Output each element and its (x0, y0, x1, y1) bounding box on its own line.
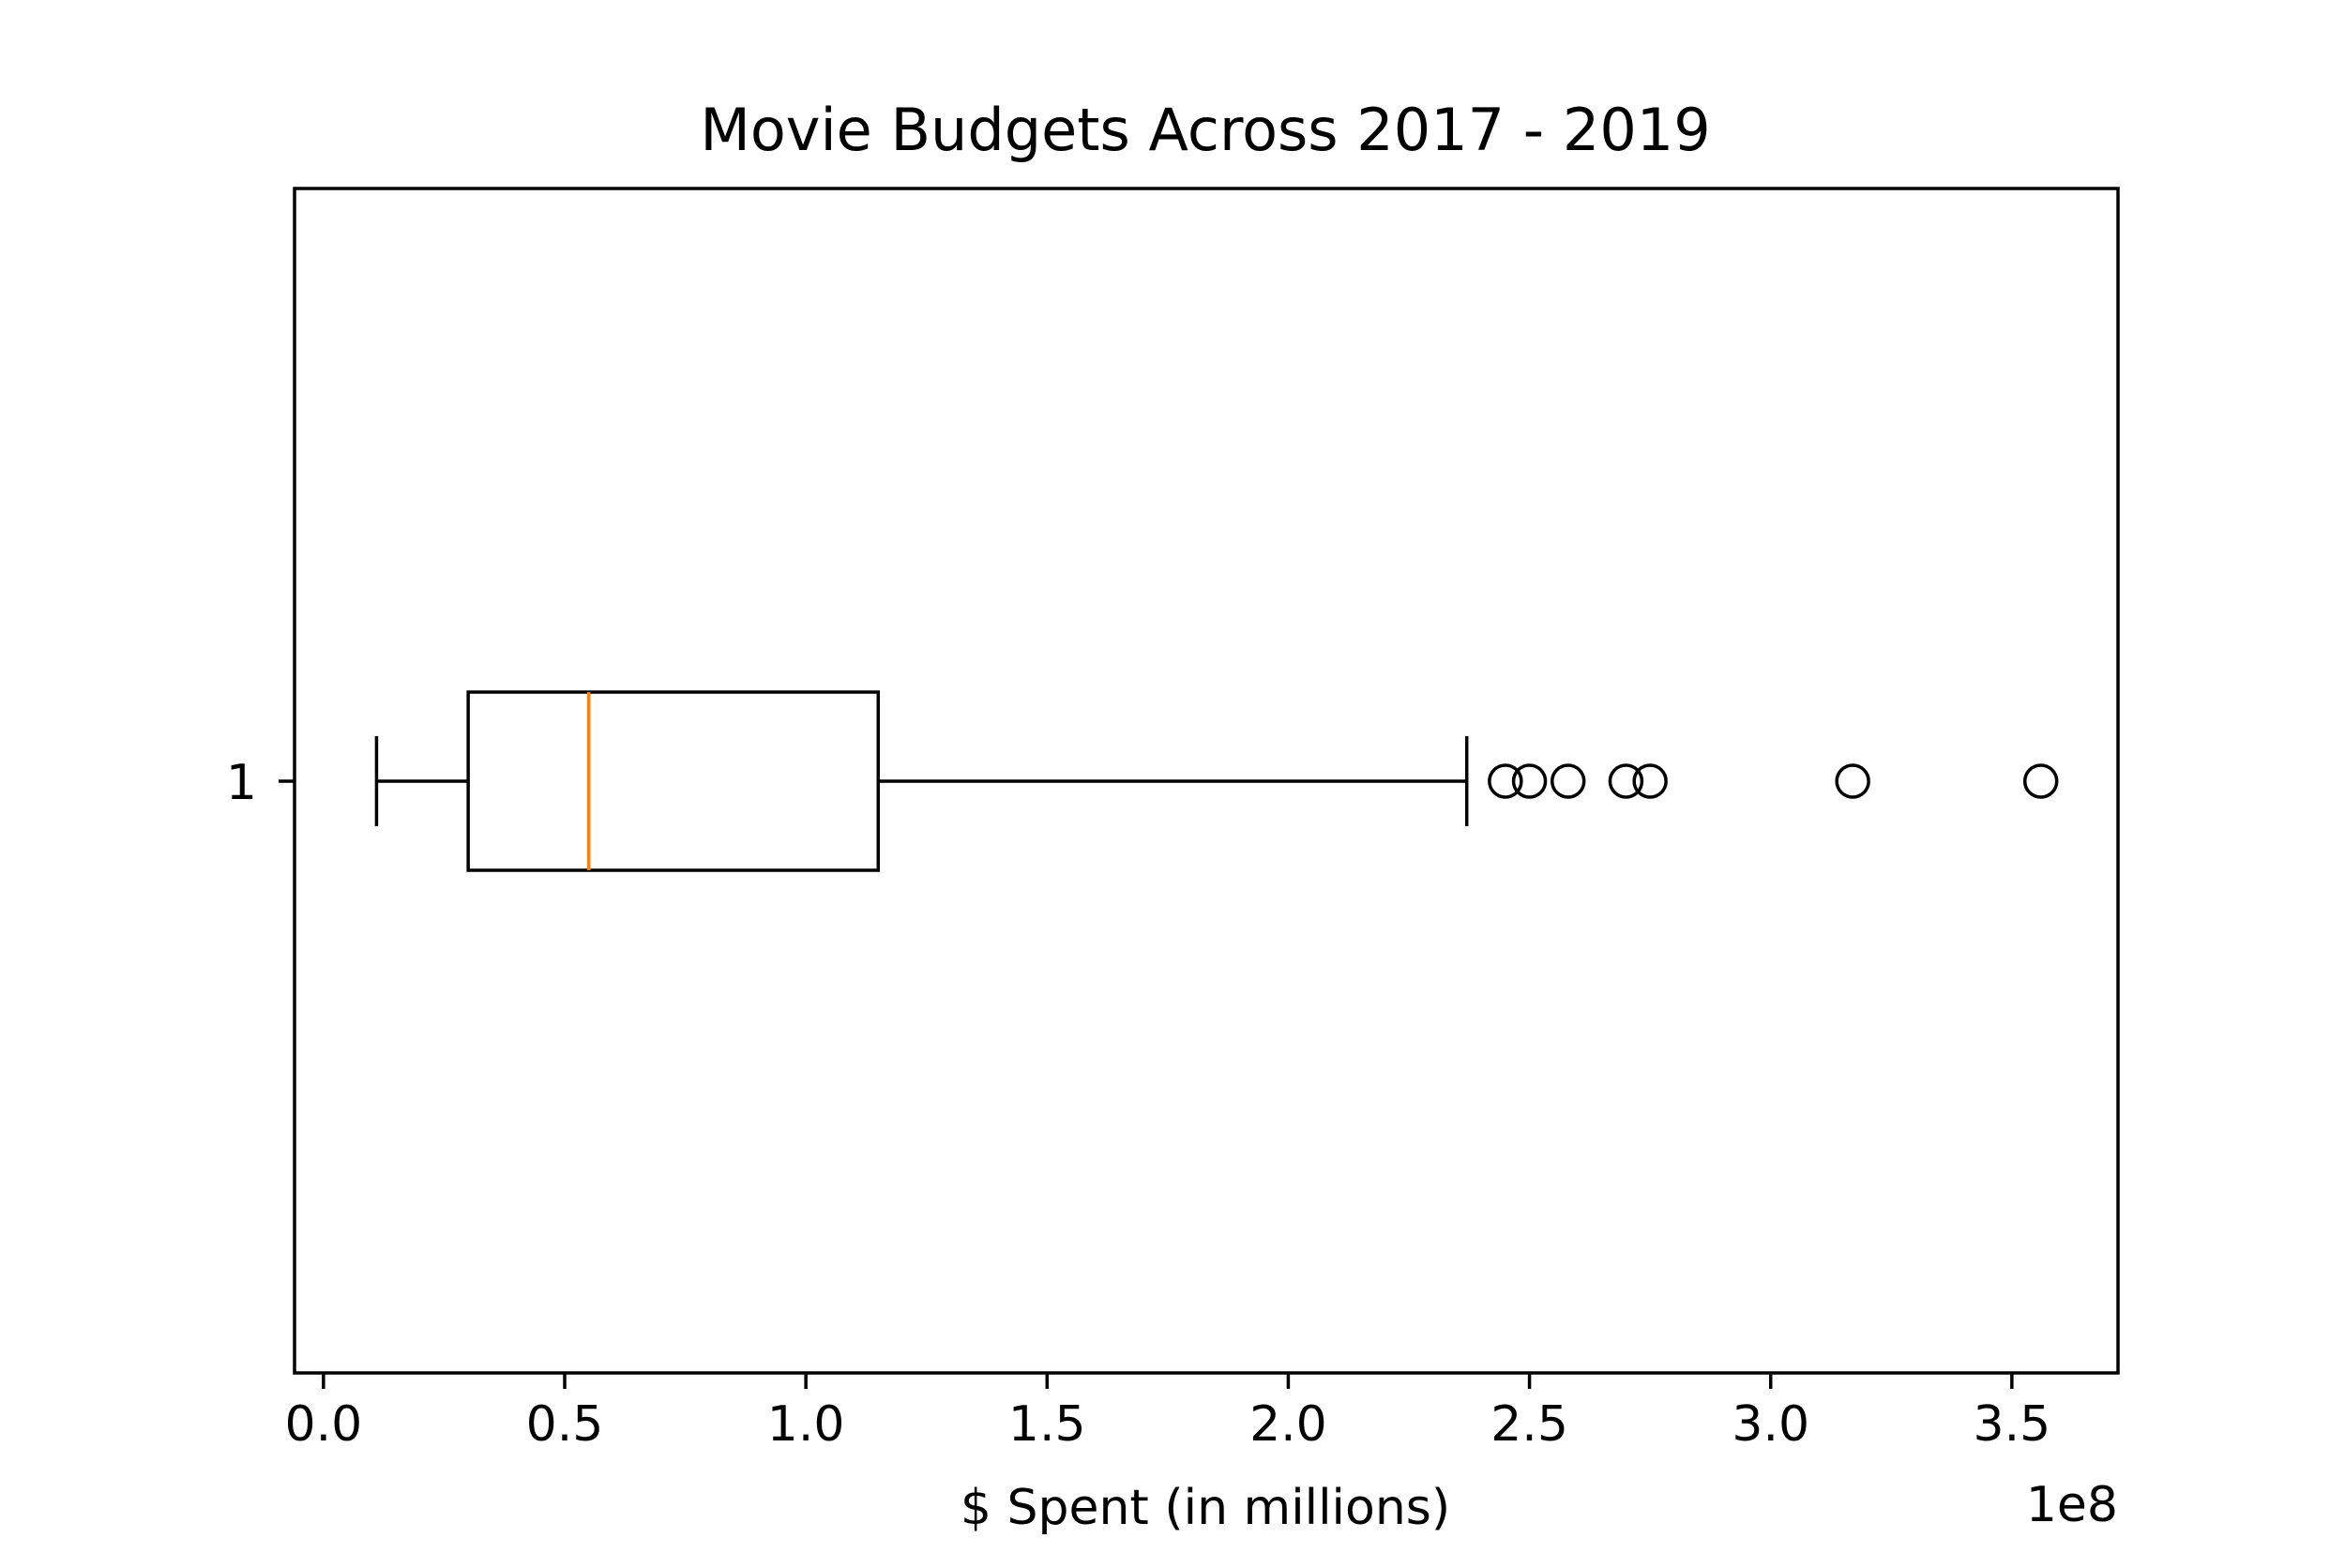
box-series-1 (374, 690, 2059, 872)
x-tick-label: 2.5 (1490, 1396, 1568, 1453)
x-tick-label: 3.5 (1974, 1396, 2051, 1453)
outlier-point (1488, 763, 1523, 799)
x-axis-offset-text: 1e8 (2026, 1477, 2118, 1533)
x-tick-label: 3.0 (1732, 1396, 1809, 1453)
x-tick-label: 2.0 (1249, 1396, 1327, 1453)
outlier-point (1608, 763, 1644, 799)
x-axis-label: $ Spent (in millions) (961, 1480, 1450, 1536)
outlier-point (1632, 763, 1668, 799)
outlier-point (1550, 763, 1586, 799)
plot-area (374, 690, 2059, 872)
x-tick-label: 0.5 (526, 1396, 604, 1453)
chart-title: Movie Budgets Across 2017 - 2019 (700, 96, 1710, 164)
iqr-box (466, 690, 881, 872)
outlier-point (1835, 763, 1870, 799)
x-axis: 0.0 0.5 1.0 1.5 2.0 2.5 3.0 3.5 (285, 1373, 2051, 1453)
x-tick-label: 0.0 (285, 1396, 363, 1453)
x-tick-label: 1.0 (767, 1396, 845, 1453)
outlier-point (2022, 763, 2059, 799)
y-tick-label: 1 (226, 755, 257, 811)
x-tick-label: 1.5 (1008, 1396, 1086, 1453)
outlier-point (1511, 763, 1548, 799)
y-axis: 1 (226, 755, 295, 811)
